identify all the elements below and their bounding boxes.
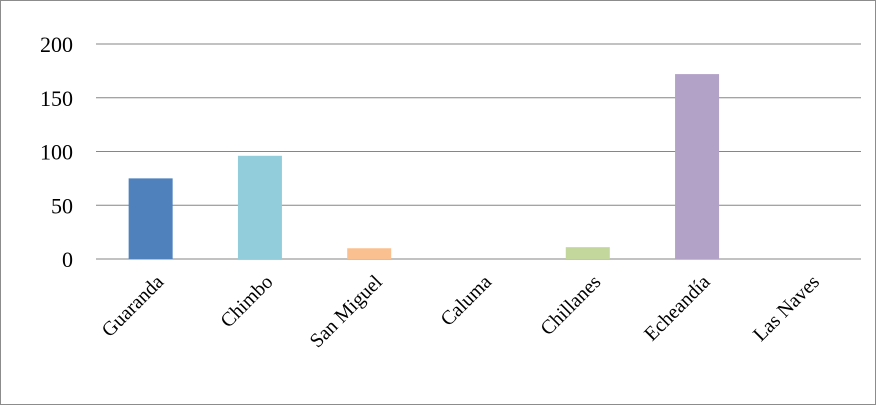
y-axis-tick-labels: 0 50 100 150 200 xyxy=(40,32,73,272)
y-tick-label: 200 xyxy=(40,32,73,57)
x-category-label: Chillanes xyxy=(536,271,605,340)
bars xyxy=(128,74,720,259)
y-tick-label: 0 xyxy=(62,247,73,272)
bar-chimbo xyxy=(237,155,282,259)
gridlines xyxy=(96,43,861,260)
x-category-label: Guaranda xyxy=(98,271,169,342)
y-tick-label: 150 xyxy=(40,86,73,111)
bar-chillanes xyxy=(565,247,610,259)
y-tick-label: 50 xyxy=(51,193,73,218)
bar-guaranda xyxy=(128,178,173,259)
x-category-label: Echeandía xyxy=(640,271,715,346)
y-tick-label: 100 xyxy=(40,140,73,165)
bar-san-miguel xyxy=(347,248,392,259)
x-category-label: Las Naves xyxy=(749,271,824,346)
bar-echeand-a xyxy=(675,74,720,259)
x-category-label: Chimbo xyxy=(216,271,277,332)
x-category-label: San Miguel xyxy=(306,271,387,352)
x-category-label: Caluma xyxy=(436,271,496,331)
x-axis-category-labels: Guaranda Chimbo San Miguel Caluma Chillanes E… xyxy=(98,271,824,352)
